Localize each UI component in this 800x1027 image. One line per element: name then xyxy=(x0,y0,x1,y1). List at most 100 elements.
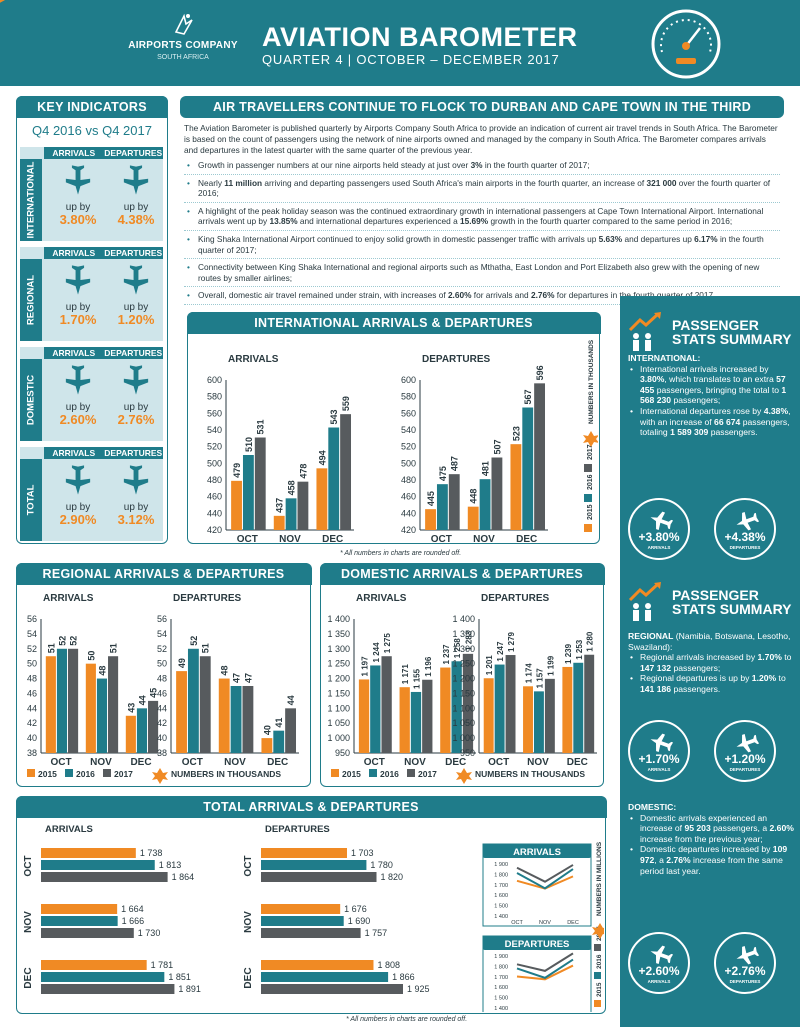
bar-value-label: 478 xyxy=(298,463,308,478)
bar-2016-nov xyxy=(285,497,297,530)
bar-value-label: 458 xyxy=(287,480,297,495)
bar-value-label: 1 283 xyxy=(464,630,473,651)
bar-2015-oct xyxy=(425,508,436,530)
bar-2016-oct xyxy=(261,859,367,870)
legend-label-2016: 2016 xyxy=(380,769,399,779)
mini-y-tick: 1 900 xyxy=(494,954,508,960)
y-tick-label: 1 050 xyxy=(452,718,475,728)
mini-x-tick: NOV xyxy=(539,920,551,926)
panel-departures: DEPARTURES 950 1 000 1 050 1 100 1 150 1 200 1 … xyxy=(452,593,597,768)
bar-value-label: 40 xyxy=(262,725,272,735)
bar-2017-nov xyxy=(544,678,555,753)
legend-label-2015: 2015 xyxy=(38,769,57,779)
y-tick-label: 46 xyxy=(157,688,167,698)
bar-2017-oct xyxy=(41,871,168,882)
mini-y-tick: 1 500 xyxy=(494,903,508,909)
intro-bullet: Connectivity between King Shaka Internat… xyxy=(184,262,780,288)
international-chart-title: INTERNATIONAL ARRIVALS & DEPARTURES xyxy=(186,311,601,334)
intro-bullet: Growth in passenger numbers at our nine … xyxy=(184,160,780,175)
regional-summary: REGIONAL (Namibia, Botswana, Lesotho, Sw… xyxy=(628,631,794,695)
bar-2016-dec xyxy=(273,730,285,753)
arrivals-percent: 3.80% xyxy=(59,212,97,227)
y-tick-label: 50 xyxy=(27,658,37,668)
regional-chart-title: REGIONAL ARRIVALS & DEPARTURES xyxy=(15,562,312,585)
regional-chart-box: REGIONAL ARRIVALS & DEPARTURES ARRIVALS 3… xyxy=(15,562,312,787)
mini-line-2016 xyxy=(516,958,574,979)
departures-header: DEPARTURES xyxy=(104,148,163,158)
airplane-icon xyxy=(123,365,149,395)
y-tick-label: 580 xyxy=(207,391,222,401)
y-tick-label: 40 xyxy=(157,733,167,743)
bar-2016-dec xyxy=(451,660,462,753)
bar-value-label: 1 813 xyxy=(159,860,182,870)
bar-value-label: 475 xyxy=(438,466,448,481)
x-tick-label: OCT xyxy=(364,757,385,768)
up-by-label: up by xyxy=(123,402,149,413)
mini-y-tick: 1 400 xyxy=(494,914,508,920)
rounded-note: * All numbers in charts are rounded off. xyxy=(340,550,462,557)
legend-label-2017: 2017 xyxy=(587,444,594,460)
y-tick-label: 1 200 xyxy=(327,673,350,683)
y-tick-label: 52 xyxy=(27,643,37,653)
bar-2016-dec xyxy=(573,662,584,753)
bar-value-label: 1 866 xyxy=(392,972,415,982)
international-summary-label: INTERNATIONAL: xyxy=(628,353,701,363)
page-subtitle: QUARTER 4 | OCTOBER – DECEMBER 2017 xyxy=(262,52,560,67)
regional-summary-label: REGIONAL xyxy=(628,631,674,641)
y-tick-label: 42 xyxy=(157,718,167,728)
y-tick-label: 40 xyxy=(27,733,37,743)
bar-value-label: 52 xyxy=(69,635,79,645)
bar-value-label: 50 xyxy=(86,650,96,660)
x-tick-label: OCT xyxy=(50,757,71,768)
bar-2017-oct xyxy=(505,654,516,753)
y-tick-label: 460 xyxy=(401,491,416,501)
bar-value-label: 45 xyxy=(149,687,159,697)
y-tick-label: 1 250 xyxy=(327,658,350,668)
bar-value-label: 47 xyxy=(232,672,242,682)
bar-2016-oct xyxy=(41,859,155,870)
y-tick-label: 950 xyxy=(335,748,350,758)
mini-y-tick: 1 600 xyxy=(494,893,508,899)
bar-2016-dec xyxy=(261,971,389,982)
mini-y-tick: 1 700 xyxy=(494,974,508,980)
bar-value-label: 479 xyxy=(232,462,242,477)
x-tick-label: DEC xyxy=(267,757,288,768)
bar-2016-oct xyxy=(56,648,68,753)
bar-2017-dec xyxy=(462,653,474,753)
landing-plane-icon xyxy=(650,945,674,965)
bar-value-label: 1 664 xyxy=(121,904,144,914)
y-tick-label: 500 xyxy=(401,458,416,468)
x-tick-label: DEC xyxy=(567,757,588,768)
y-tick-label: 420 xyxy=(401,525,416,535)
legend-swatch-2015 xyxy=(594,999,601,1007)
mini-y-tick: 1 900 xyxy=(494,862,508,868)
legend: 2015 2016 2017 NUMBERS IN THOUSANDS xyxy=(331,767,585,784)
bar-value-label: 543 xyxy=(329,409,339,424)
bar-2015-nov xyxy=(467,506,479,530)
bar-value-label: 52 xyxy=(57,635,67,645)
stat-circle: +1.20% DEPARTURES xyxy=(714,720,776,782)
legend-label-2016: 2016 xyxy=(596,954,603,969)
bar-2016-nov xyxy=(230,685,242,753)
bar-value-label: 1 730 xyxy=(138,928,161,938)
y-tick-label: 420 xyxy=(207,525,222,535)
panel-arrivals: ARRIVALS OCT 1 738 1 813 1 864 NOV 1 664 1 666 1… xyxy=(23,824,201,994)
domestic-summary-label: DOMESTIC: xyxy=(628,802,677,812)
bar-2015-dec xyxy=(440,667,451,753)
bar-2017-dec xyxy=(261,983,403,994)
international-chart-box: INTERNATIONAL ARRIVALS & DEPARTURES ARRI… xyxy=(186,311,601,545)
bar-value-label: 596 xyxy=(535,365,545,380)
bar-2015-nov xyxy=(41,903,118,914)
arrivals-indicator: up by 3.80% xyxy=(50,163,106,226)
departures-header: DEPARTURES xyxy=(104,248,163,258)
up-by-label: up by xyxy=(123,202,149,213)
panel-arrivals: ARRIVALS 420 440 460 480 500 520 540 560 580 600 OC… xyxy=(207,354,354,545)
bar-value-label: 1 690 xyxy=(348,916,371,926)
circle-label: ARRIVALS xyxy=(647,979,671,984)
airplane-icon xyxy=(123,165,149,195)
landing-plane-icon xyxy=(650,733,674,753)
x-tick-label: NOV xyxy=(224,757,246,768)
up-by-label: up by xyxy=(65,202,91,213)
mini-y-tick: 1 600 xyxy=(494,985,508,991)
units-note: NUMBERS IN MILLIONS xyxy=(596,841,603,916)
